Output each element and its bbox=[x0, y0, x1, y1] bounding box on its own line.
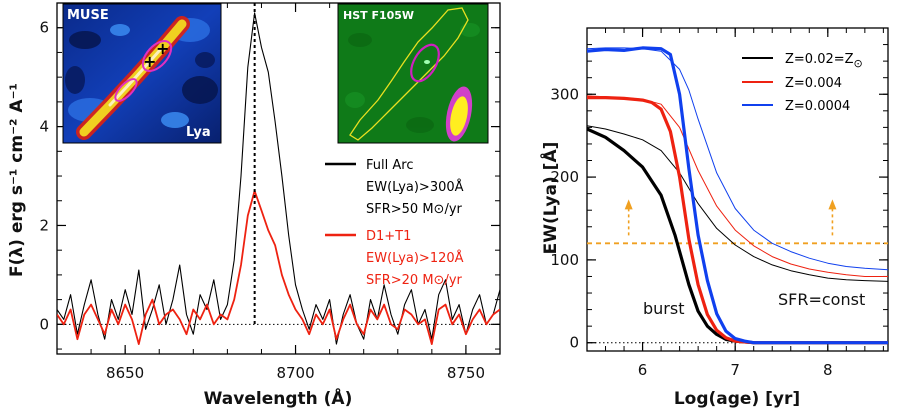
series-line-d1-t1 bbox=[57, 190, 500, 345]
left-y-axis-label: F(λ) erg s⁻¹ cm⁻² A⁻¹ bbox=[7, 83, 27, 277]
hst-arc-contour bbox=[349, 7, 469, 141]
series-line-full-arc bbox=[57, 12, 500, 345]
right-legend: Z=0.02=Z⊙ Z=0.004 Z=0.0004 bbox=[742, 52, 863, 114]
right-plot-area bbox=[587, 46, 888, 345]
y-tick-label: 0 bbox=[569, 334, 579, 352]
y-tick-label: 100 bbox=[550, 251, 579, 269]
series-line-z-0-02-z-const bbox=[587, 125, 888, 282]
muse-inset-title: MUSE bbox=[67, 8, 109, 23]
right-y-axis-label: EW(Lya) [Å] bbox=[538, 142, 561, 255]
right-tick-labels: 6 7 8 0 100 200 300 bbox=[550, 85, 832, 379]
left-plot-area bbox=[57, 3, 500, 345]
legend-full-arc-label: Full Arc bbox=[366, 158, 413, 173]
legend-d1t1-ew: EW(Lya)>120Å bbox=[366, 250, 464, 266]
left-x-axis-label: Wavelength (Å) bbox=[204, 386, 353, 409]
legend-zsun-symbol: ⊙ bbox=[854, 57, 863, 70]
muse-plus-2: + bbox=[156, 39, 169, 58]
series-line-z-0-004-const bbox=[587, 95, 888, 277]
y-tick-label: 2 bbox=[39, 216, 49, 234]
muse-inset-label: Lya bbox=[186, 125, 211, 140]
muse-plus-1: + bbox=[143, 52, 156, 71]
threshold-arrow-head bbox=[828, 199, 837, 210]
y-tick-label: 0 bbox=[39, 315, 49, 333]
y-tick-label: 200 bbox=[550, 168, 579, 186]
right-plot-frame bbox=[586, 27, 889, 352]
legend-zsun-label: Z=0.02=Z⊙ bbox=[785, 52, 863, 70]
legend-d1t1-sfr: SFR>20 M⊙/yr bbox=[366, 273, 463, 288]
legend-d1t1-label: D1+T1 bbox=[366, 229, 411, 244]
x-tick-label: 7 bbox=[730, 361, 740, 379]
y-tick-label: 300 bbox=[550, 85, 579, 103]
right-ew-panel: 6 7 8 0 100 200 300 Z=0.02=Z⊙ Z=0.004 Z=0.0004… bbox=[538, 27, 889, 409]
left-spectrum-panel: 8650 8700 8750 0 2 4 6 + + bbox=[7, 2, 501, 409]
hst-source bbox=[424, 60, 430, 64]
muse-d1-aperture bbox=[141, 40, 173, 72]
muse-inset: + + MUSE Lya bbox=[62, 3, 222, 144]
legend-zsun-text: Z=0.02=Z bbox=[785, 52, 854, 67]
series-line-z-0-0004-const bbox=[587, 47, 888, 271]
hst-inset: HST F105W bbox=[337, 3, 489, 144]
y-tick-label: 4 bbox=[39, 118, 49, 136]
hst-inset-title: HST F105W bbox=[343, 9, 414, 22]
hst-bright-galaxy bbox=[445, 86, 473, 142]
left-legend: Full Arc EW(Lya)>300Å SFR>50 M⊙/yr D1+T1… bbox=[325, 158, 464, 288]
right-x-axis-label: Log(age) [yr] bbox=[674, 389, 800, 409]
left-tick-labels: 8650 8700 8750 0 2 4 6 bbox=[39, 19, 485, 382]
annotation-burst: burst bbox=[643, 299, 684, 318]
legend-z004-label: Z=0.004 bbox=[785, 76, 842, 91]
legend-full-arc-sfr: SFR>50 M⊙/yr bbox=[366, 202, 463, 217]
x-tick-label: 8750 bbox=[447, 364, 485, 382]
x-tick-label: 8700 bbox=[276, 364, 314, 382]
legend-full-arc-ew: EW(Lya)>300Å bbox=[366, 179, 464, 195]
hst-aperture bbox=[410, 43, 440, 83]
x-tick-label: 6 bbox=[638, 361, 648, 379]
threshold-arrow-head bbox=[624, 199, 633, 210]
muse-t1-aperture bbox=[114, 78, 138, 102]
series-line-z-0-02-z-burst bbox=[587, 127, 888, 345]
right-axis-ticks bbox=[586, 27, 888, 351]
x-tick-label: 8650 bbox=[106, 364, 144, 382]
legend-z0004-label: Z=0.0004 bbox=[785, 99, 850, 114]
x-tick-label: 8 bbox=[823, 361, 833, 379]
y-tick-label: 6 bbox=[39, 19, 49, 37]
annotation-sfr-const: SFR=const bbox=[778, 290, 865, 309]
left-plot-frame bbox=[56, 2, 501, 355]
